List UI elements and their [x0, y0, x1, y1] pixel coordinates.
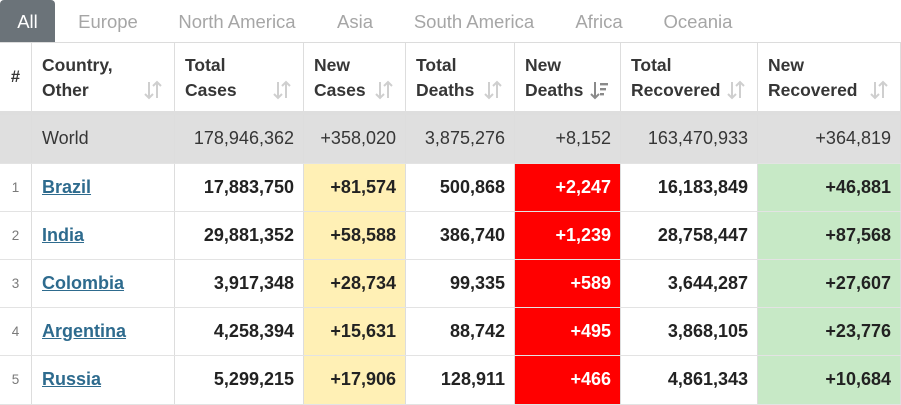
total-cases-cell: 5,299,215: [175, 356, 304, 404]
new-cases-cell: +15,631: [304, 308, 406, 355]
column-label: #: [10, 68, 21, 86]
column-label-line2: Cases: [314, 80, 366, 100]
tab-south-america[interactable]: South America: [413, 11, 535, 32]
table-header: # Country, Other Total Cases New Cases T…: [0, 43, 901, 115]
column-label-line2: Recovered: [631, 80, 721, 100]
table-row: 3 Colombia 3,917,348 +28,734 99,335 +589…: [0, 260, 901, 308]
sort-arrows-icon[interactable]: [727, 80, 745, 100]
rank-cell: 5: [0, 356, 32, 404]
new-cases-cell: +81,574: [304, 164, 406, 211]
new-recovered-cell: +27,607: [758, 260, 901, 307]
total-recovered-cell: 163,470,933: [621, 115, 758, 163]
total-recovered-cell: 3,868,105: [621, 308, 758, 355]
new-deaths-cell: +1,239: [515, 212, 621, 259]
column-header-total-deaths[interactable]: Total Deaths: [406, 43, 515, 111]
world-row: World 178,946,362 +358,020 3,875,276 +8,…: [0, 115, 901, 164]
new-recovered-cell: +10,684: [758, 356, 901, 404]
new-deaths-cell: +589: [515, 260, 621, 307]
region-tabs: All Europe North America Asia South Amer…: [0, 0, 901, 43]
country-link[interactable]: India: [42, 225, 85, 245]
column-header-new-recovered[interactable]: New Recovered: [758, 43, 901, 111]
column-header-rank: #: [0, 43, 32, 111]
total-deaths-cell: 386,740: [406, 212, 515, 259]
rank-cell: 4: [0, 308, 32, 355]
column-header-total-cases[interactable]: Total Cases: [175, 43, 304, 111]
rank-cell: [0, 115, 32, 163]
sort-arrows-icon[interactable]: [870, 80, 888, 100]
total-cases-cell: 4,258,394: [175, 308, 304, 355]
new-recovered-cell: +46,881: [758, 164, 901, 211]
tab-asia[interactable]: Asia: [337, 11, 373, 32]
total-deaths-cell: 99,335: [406, 260, 515, 307]
total-cases-cell: 29,881,352: [175, 212, 304, 259]
new-recovered-cell: +23,776: [758, 308, 901, 355]
country-cell: Argentina: [32, 308, 175, 355]
country-link[interactable]: Brazil: [42, 177, 92, 197]
new-recovered-cell: +364,819: [758, 115, 901, 163]
new-cases-cell: +28,734: [304, 260, 406, 307]
total-recovered-cell: 16,183,849: [621, 164, 758, 211]
total-deaths-cell: 3,875,276: [406, 115, 515, 163]
column-label-line1: Total: [185, 55, 226, 75]
sort-arrows-icon[interactable]: [375, 80, 393, 100]
total-recovered-cell: 3,644,287: [621, 260, 758, 307]
rank-cell: 3: [0, 260, 32, 307]
country-cell: Russia: [32, 356, 175, 404]
total-recovered-cell: 4,861,343: [621, 356, 758, 404]
tab-africa[interactable]: Africa: [575, 11, 623, 32]
total-deaths-cell: 128,911: [406, 356, 515, 404]
total-deaths-cell: 500,868: [406, 164, 515, 211]
column-label-line2: Recovered: [768, 80, 858, 100]
tab-all[interactable]: All: [0, 0, 55, 43]
tab-oceania[interactable]: Oceania: [663, 11, 733, 32]
total-cases-cell: 178,946,362: [175, 115, 304, 163]
column-label-line1: New: [525, 55, 561, 75]
country-cell: World: [32, 115, 175, 163]
column-label-line2: Deaths: [416, 80, 475, 100]
country-link[interactable]: Colombia: [42, 273, 125, 293]
new-cases-cell: +58,588: [304, 212, 406, 259]
rank-cell: 2: [0, 212, 32, 259]
total-recovered-cell: 28,758,447: [621, 212, 758, 259]
tabs-divider: [0, 42, 901, 43]
country-cell: Colombia: [32, 260, 175, 307]
total-deaths-cell: 88,742: [406, 308, 515, 355]
column-label-line1: New: [768, 55, 804, 75]
table-row: 4 Argentina 4,258,394 +15,631 88,742 +49…: [0, 308, 901, 356]
column-header-country[interactable]: Country, Other: [32, 43, 175, 111]
rank-cell: 1: [0, 164, 32, 211]
new-deaths-cell: +8,152: [515, 115, 621, 163]
sort-arrows-icon[interactable]: [484, 80, 502, 100]
table-row: 2 India 29,881,352 +58,588 386,740 +1,23…: [0, 212, 901, 260]
country-cell: India: [32, 212, 175, 259]
total-cases-cell: 17,883,750: [175, 164, 304, 211]
column-label-line1: Country,: [42, 55, 113, 75]
country-cell: Brazil: [32, 164, 175, 211]
column-header-new-deaths[interactable]: New Deaths: [515, 43, 621, 111]
new-deaths-cell: +466: [515, 356, 621, 404]
column-label-line1: Total: [631, 55, 672, 75]
column-label-line1: New: [314, 55, 350, 75]
column-label-line2: Deaths: [525, 80, 584, 100]
table-row: 5 Russia 5,299,215 +17,906 128,911 +466 …: [0, 356, 901, 405]
column-label-line1: Total: [416, 55, 457, 75]
total-cases-cell: 3,917,348: [175, 260, 304, 307]
country-link[interactable]: Argentina: [42, 321, 127, 341]
new-deaths-cell: +495: [515, 308, 621, 355]
country-link[interactable]: Russia: [42, 369, 102, 389]
column-label-line2: Other: [42, 80, 89, 100]
table-row: 1 Brazil 17,883,750 +81,574 500,868 +2,2…: [0, 164, 901, 212]
column-header-total-recovered[interactable]: Total Recovered: [621, 43, 758, 111]
sort-arrows-icon[interactable]: [144, 80, 162, 100]
column-label-line2: Cases: [185, 80, 237, 100]
column-header-new-cases[interactable]: New Cases: [304, 43, 406, 111]
new-cases-cell: +358,020: [304, 115, 406, 163]
sort-arrows-icon[interactable]: [273, 80, 291, 100]
sort-descending-icon[interactable]: [590, 80, 608, 100]
new-deaths-cell: +2,247: [515, 164, 621, 211]
tab-europe[interactable]: Europe: [78, 11, 138, 32]
new-cases-cell: +17,906: [304, 356, 406, 404]
tab-north-america[interactable]: North America: [178, 11, 296, 32]
new-recovered-cell: +87,568: [758, 212, 901, 259]
